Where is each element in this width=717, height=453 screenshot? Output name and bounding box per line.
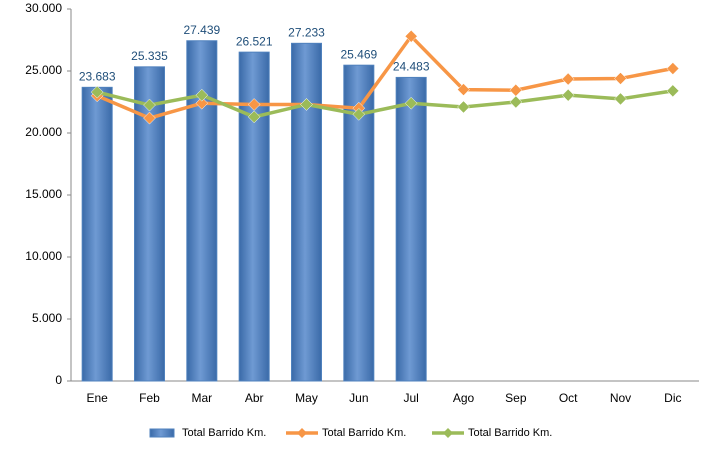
x-tick-label: Ene bbox=[86, 391, 108, 405]
y-tick-label: 25.000 bbox=[25, 63, 62, 77]
marker bbox=[143, 111, 156, 125]
marker bbox=[143, 98, 156, 112]
x-tick-label: Ago bbox=[453, 391, 475, 405]
marker bbox=[614, 92, 627, 106]
x-tick-label: Nov bbox=[610, 391, 631, 405]
data-label: 23.683 bbox=[79, 70, 116, 84]
legend-label: Total Barrido Km. bbox=[182, 427, 266, 439]
x-tick-label: Jun bbox=[349, 391, 368, 405]
x-tick-label: Abr bbox=[245, 391, 264, 405]
line bbox=[96, 89, 674, 119]
marker bbox=[352, 108, 366, 121]
x-tick-label: Sep bbox=[505, 391, 527, 405]
y-tick-label: 5.000 bbox=[32, 311, 62, 325]
marker bbox=[509, 95, 523, 109]
marker bbox=[195, 88, 209, 102]
legend-label: Total Barrido Km. bbox=[322, 427, 406, 439]
marker bbox=[195, 96, 209, 110]
y-tick-label: 0 bbox=[55, 373, 62, 387]
x-tick-label: Dic bbox=[664, 391, 681, 405]
x-tick-label: Feb bbox=[139, 391, 160, 405]
data-label: 27.233 bbox=[288, 25, 325, 39]
marker bbox=[247, 110, 261, 124]
y-tick-label: 10.000 bbox=[25, 249, 62, 263]
marker bbox=[561, 88, 575, 102]
y-tick-label: 30.000 bbox=[25, 1, 62, 15]
data-label: 25.335 bbox=[131, 49, 168, 63]
marker bbox=[90, 85, 104, 99]
marker bbox=[666, 84, 680, 98]
line bbox=[96, 33, 674, 120]
bar bbox=[81, 86, 113, 382]
x-tick-label: Oct bbox=[559, 391, 578, 405]
legend-label: Total Barrido Km. bbox=[468, 427, 552, 439]
marker bbox=[614, 72, 627, 85]
y-tick-label: 15.000 bbox=[25, 187, 62, 201]
marker bbox=[457, 83, 470, 96]
marker bbox=[300, 98, 313, 111]
marker bbox=[404, 96, 418, 110]
data-label: 26.521 bbox=[236, 34, 273, 48]
data-label: 24.483 bbox=[393, 60, 430, 74]
marker bbox=[404, 29, 418, 43]
x-tick-label: May bbox=[295, 391, 318, 405]
marker bbox=[247, 98, 261, 111]
data-label: 27.439 bbox=[183, 23, 220, 37]
marker bbox=[666, 62, 680, 75]
bar bbox=[395, 76, 427, 382]
bar bbox=[291, 42, 322, 382]
marker bbox=[561, 72, 575, 86]
x-tick-label: Mar bbox=[191, 391, 212, 405]
marker bbox=[457, 100, 470, 114]
x-tick-label: Jul bbox=[403, 391, 418, 405]
legend-marker bbox=[443, 428, 453, 438]
y-tick-label: 20.000 bbox=[25, 125, 62, 139]
legend-swatch bbox=[149, 428, 175, 438]
marker bbox=[509, 83, 523, 97]
legend-marker bbox=[297, 428, 307, 438]
data-label: 25.469 bbox=[340, 47, 377, 61]
